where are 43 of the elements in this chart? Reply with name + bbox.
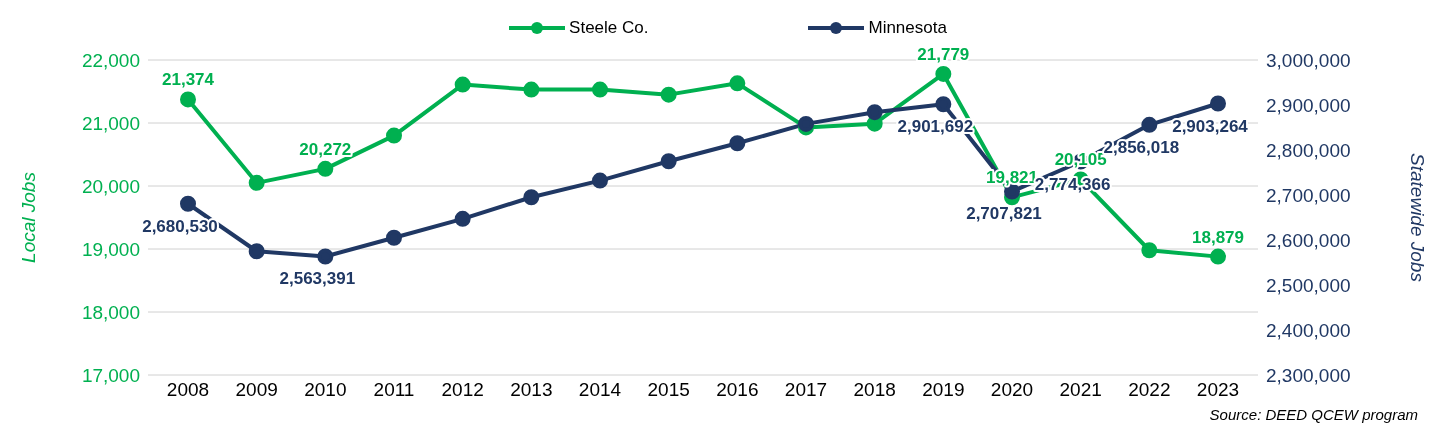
y-tick-label: 21,000 [81,112,140,134]
x-tick-label: 2012 [441,379,484,401]
y2-axis-title: Statewide Jobs [1407,153,1429,283]
y2-tick-label: 2,300,000 [1266,364,1351,386]
x-tick-label: 2016 [716,379,759,401]
y-tick-label: 19,000 [81,238,140,260]
x-tick-label: 2019 [922,379,965,401]
y2-tick-label: 2,900,000 [1266,94,1351,116]
x-tick-label: 2022 [1128,379,1171,401]
y2-tick-label: 2,400,000 [1266,319,1351,341]
x-tick-label: 2013 [510,379,553,401]
x-tick-label: 2017 [784,379,828,401]
x-tick-label: 2018 [853,379,896,401]
x-tick-label: 2023 [1196,379,1240,401]
x-tick-label: 2021 [1059,379,1102,401]
y-tick-label: 18,000 [81,301,140,323]
x-tick-label: 2011 [373,379,415,401]
source-note: Source: DEED QCEW program [1209,406,1418,423]
y-tick-label: 17,000 [81,364,140,386]
y-tick-label: 20,000 [81,175,140,197]
y2-tick-label: 2,600,000 [1266,229,1351,251]
data-label: 21,779 [917,44,970,64]
x-tick-label: 2020 [990,379,1034,401]
y2-tick-label: 3,000,000 [1266,49,1351,71]
data-label: 18,879 [1192,227,1244,247]
y2-tick-label: 2,800,000 [1266,139,1351,161]
data-label: 2,680,530 [142,216,218,236]
x-tick-label: 2008 [166,379,210,401]
data-label: 2,903,264 [1172,116,1249,136]
y2-tick-label: 2,500,000 [1266,274,1351,296]
x-tick-label: 2010 [304,379,347,401]
x-tick-label: 2009 [235,379,278,401]
data-label: 2,563,391 [279,269,356,289]
legend-label: Steele Co. [569,18,649,38]
y2-tick-label: 2,700,000 [1266,184,1351,206]
y-tick-label: 22,000 [81,49,140,71]
x-tick-label: 2014 [578,379,622,401]
x-tick-label: 2015 [647,379,690,401]
data-label: 2,707,821 [966,204,1042,224]
legend-label: Minnesota [868,18,947,38]
data-label: 21,374 [162,70,215,90]
y-axis-title: Local Jobs [17,171,39,263]
data-label: 20,272 [299,139,352,159]
